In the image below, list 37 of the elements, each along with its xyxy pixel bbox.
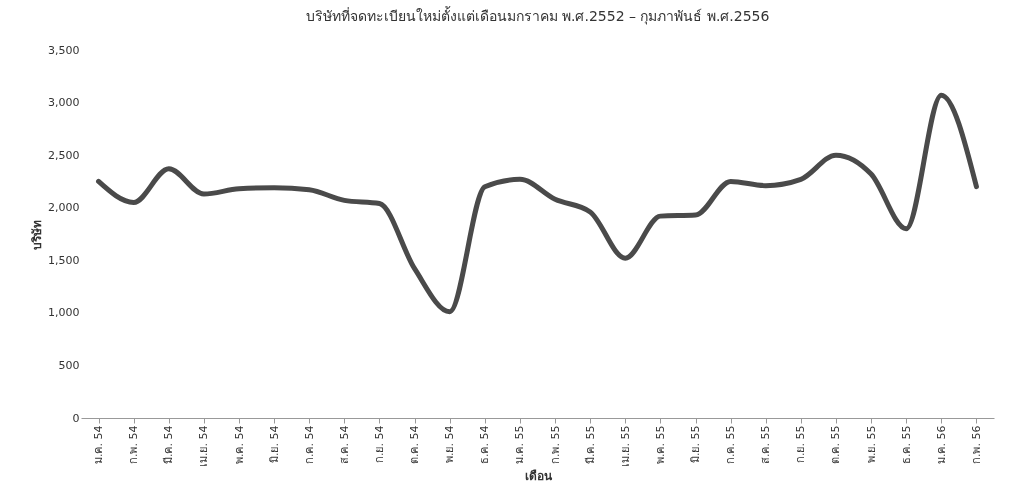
x-tick-label: ธ.ค. 54 <box>478 425 492 464</box>
x-tick-label: ธ.ค. 55 <box>899 425 913 464</box>
y-tick-label: 0 <box>72 411 80 425</box>
y-tick-label: 2,000 <box>48 201 80 215</box>
x-tick-label: มี.ค. 54 <box>162 425 176 464</box>
x-tick-label: ก.พ. 55 <box>548 425 562 464</box>
y-tick-label: 500 <box>58 358 80 372</box>
x-tick-label: ม.ค. 54 <box>92 425 106 464</box>
y-tick-label: 2,500 <box>48 148 80 162</box>
x-axis-title: เดือน <box>524 468 553 483</box>
y-tick-label: 1,000 <box>48 306 80 320</box>
x-tick-label: ส.ค. 54 <box>337 425 351 464</box>
x-tick-label: มิ.ย. 55 <box>689 425 703 463</box>
x-tick-label: เม.ย. 55 <box>618 425 632 467</box>
y-tick-label: 3,500 <box>48 43 80 57</box>
x-tick-label: พ.ค. 54 <box>232 425 246 464</box>
chart-title: บริษัทที่จดทะเบียนใหม่ตั้งแต่เดือนมกราคม พ.ศ.2552 – กุมภาพันธ์ พ.ศ.2556 <box>305 6 770 25</box>
y-tick-label: 3,000 <box>48 96 80 110</box>
x-tick-label: ม.ค. 56 <box>934 425 948 464</box>
y-tick-label: 1,500 <box>48 253 80 267</box>
x-tick-label: ก.ย. 54 <box>372 425 386 463</box>
x-tick-label: ก.พ. 56 <box>969 425 983 464</box>
x-tick-label: เม.ย. 54 <box>197 425 211 467</box>
x-tick-label: ส.ค. 55 <box>759 425 773 464</box>
x-tick-label: ก.ค. 54 <box>302 425 316 464</box>
x-tick-label: มิ.ย. 54 <box>267 425 281 463</box>
x-tick-label: พ.ย. 54 <box>443 425 457 463</box>
x-tick-label: ต.ค. 55 <box>829 425 843 464</box>
x-tick-label: ม.ค. 55 <box>513 425 527 464</box>
x-tick-label: ก.ย. 55 <box>794 425 808 463</box>
x-tick-label: ต.ค. 54 <box>408 425 422 464</box>
x-tick-label: พ.ย. 55 <box>864 425 878 463</box>
y-axis-title: บริษัท <box>30 219 45 250</box>
x-tick-label: พ.ค. 55 <box>653 425 667 464</box>
x-tick-label: ก.พ. 54 <box>127 425 141 464</box>
x-tick-label: ก.ค. 55 <box>724 425 738 464</box>
x-tick-label: มี.ค. 55 <box>583 425 597 464</box>
